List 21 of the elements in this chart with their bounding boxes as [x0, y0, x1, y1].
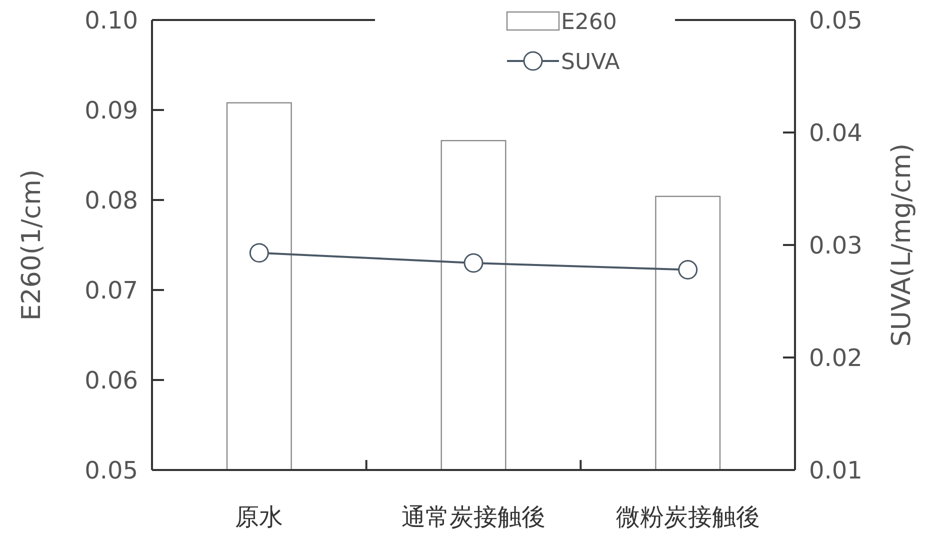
legend-label: E260 — [561, 10, 617, 35]
point — [249, 243, 269, 263]
y2-tick-label: 0.01 — [809, 456, 862, 484]
y2-tick-label: 0.05 — [809, 6, 862, 34]
y2-axis-title: SUVA(L/mg/cm) — [887, 143, 917, 347]
y2-tick-label: 0.04 — [809, 118, 862, 147]
y-tick-label: 0.05 — [84, 456, 138, 484]
x-tick-label: 微粉炭接触後 — [616, 503, 760, 531]
y2-tick-label: 0.02 — [809, 344, 862, 372]
y-tick-label: 0.07 — [84, 276, 138, 304]
x-tick-label: 通常炭接触後 — [402, 503, 546, 531]
x-tick-label: 原水 — [235, 503, 284, 531]
y-axis-title: E260(1/cm) — [17, 169, 47, 321]
point — [678, 260, 698, 280]
y2-tick-label: 0.03 — [809, 231, 862, 260]
y-tick-label: 0.09 — [84, 96, 138, 124]
y-tick-label: 0.06 — [84, 366, 138, 394]
point — [464, 253, 484, 273]
y-tick-label: 0.10 — [84, 6, 138, 34]
legend-label: SUVA — [561, 50, 620, 75]
y-tick-label: 0.08 — [84, 186, 138, 214]
